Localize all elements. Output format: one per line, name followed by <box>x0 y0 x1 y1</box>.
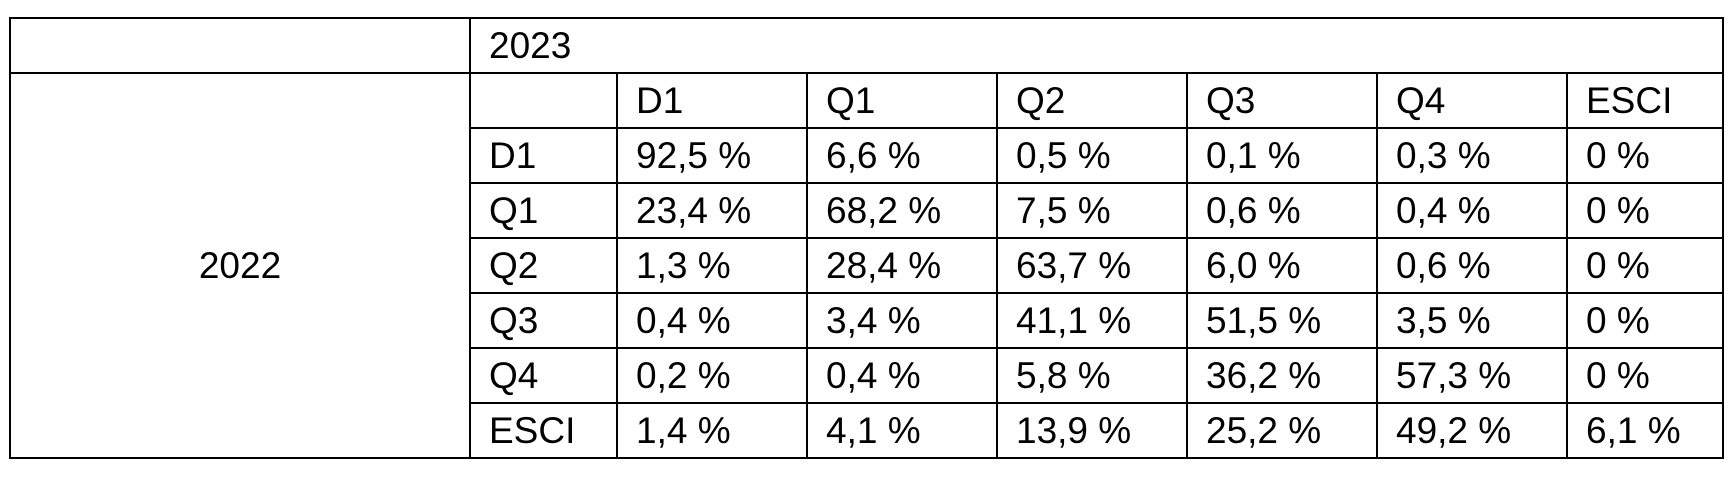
data-cell: 1,3 % <box>616 237 808 294</box>
data-cell: 63,7 % <box>996 237 1188 294</box>
data-cell: 0,6 % <box>1376 237 1568 294</box>
data-cell: 3,5 % <box>1376 292 1568 349</box>
year-header-row: 2023 <box>9 17 1725 74</box>
data-row: Q2 1,3 % 28,4 % 63,7 % 6,0 % 0,6 % 0 % <box>10 237 1725 294</box>
data-cell: 0,5 % <box>996 127 1188 184</box>
data-cell: 49,2 % <box>1376 402 1568 459</box>
data-row: D1 92,5 % 6,6 % 0,5 % 0,1 % 0,3 % 0 % <box>10 127 1725 184</box>
data-cell: 51,5 % <box>1186 292 1378 349</box>
data-cell: 41,1 % <box>996 292 1188 349</box>
data-row: Q1 23,4 % 68,2 % 7,5 % 0,6 % 0,4 % 0 % <box>10 182 1725 239</box>
data-cell: 57,3 % <box>1376 347 1568 404</box>
empty-header-cell <box>469 72 618 129</box>
data-cell: 0 % <box>1565 347 1725 404</box>
data-cell: 7,5 % <box>996 182 1188 239</box>
data-cell: 28,4 % <box>806 237 998 294</box>
data-row: ESCI 1,4 % 4,1 % 13,9 % 25,2 % 49,2 % 6,1 % <box>10 402 1725 459</box>
column-header: Q1 <box>806 72 998 129</box>
data-cell: 25,2 % <box>1186 402 1378 459</box>
data-row: Q4 0,2 % 0,4 % 5,8 % 36,2 % 57,3 % 0 % <box>10 347 1725 404</box>
column-header: ESCI <box>1565 72 1725 129</box>
data-cell: 23,4 % <box>616 182 808 239</box>
table-body: 2023 2022 D1 Q1 Q2 Q3 Q4 ESCI D1 92,5 % 6,6 % 0,… <box>9 17 1725 459</box>
column-header-row: 2022 D1 Q1 Q2 Q3 Q4 ESCI <box>9 72 1725 459</box>
column-header: Q4 <box>1376 72 1568 129</box>
data-cell: 0 % <box>1565 292 1725 349</box>
row-year: 2022 <box>9 72 471 459</box>
data-cell: 0 % <box>1565 182 1725 239</box>
row-header: ESCI <box>469 402 618 459</box>
data-cell: 6,0 % <box>1186 237 1378 294</box>
row-header: Q1 <box>469 182 618 239</box>
data-cell: 3,4 % <box>806 292 998 349</box>
data-cell: 92,5 % <box>616 127 808 184</box>
data-cell: 0,3 % <box>1376 127 1568 184</box>
data-cell: 36,2 % <box>1186 347 1378 404</box>
column-year: 2023 <box>468 17 1725 74</box>
data-cell: 13,9 % <box>996 402 1188 459</box>
transition-table: 2023 2022 D1 Q1 Q2 Q3 Q4 ESCI D1 92,5 % 6,6 % 0,… <box>9 17 1725 459</box>
corner-cell <box>9 17 471 74</box>
column-header: Q3 <box>1186 72 1378 129</box>
data-cell: 0,4 % <box>1376 182 1568 239</box>
data-cell: 0,4 % <box>616 292 808 349</box>
data-cell: 0 % <box>1565 237 1725 294</box>
data-cell: 4,1 % <box>806 402 998 459</box>
data-cell: 0,6 % <box>1186 182 1378 239</box>
column-header: Q2 <box>996 72 1188 129</box>
data-cell: 68,2 % <box>806 182 998 239</box>
data-cell: 1,4 % <box>616 402 808 459</box>
column-header: D1 <box>616 72 808 129</box>
row-header: Q4 <box>469 347 618 404</box>
data-cell: 0,1 % <box>1186 127 1378 184</box>
row-header: D1 <box>469 127 618 184</box>
data-cell: 6,6 % <box>806 127 998 184</box>
row-header: Q2 <box>469 237 618 294</box>
data-cell: 0,4 % <box>806 347 998 404</box>
data-row: Q3 0,4 % 3,4 % 41,1 % 51,5 % 3,5 % 0 % <box>10 292 1725 349</box>
data-cell: 6,1 % <box>1565 402 1725 459</box>
data-cell: 0,2 % <box>616 347 808 404</box>
row-header: Q3 <box>469 292 618 349</box>
data-cell: 5,8 % <box>996 347 1188 404</box>
data-cell: 0 % <box>1565 127 1725 184</box>
